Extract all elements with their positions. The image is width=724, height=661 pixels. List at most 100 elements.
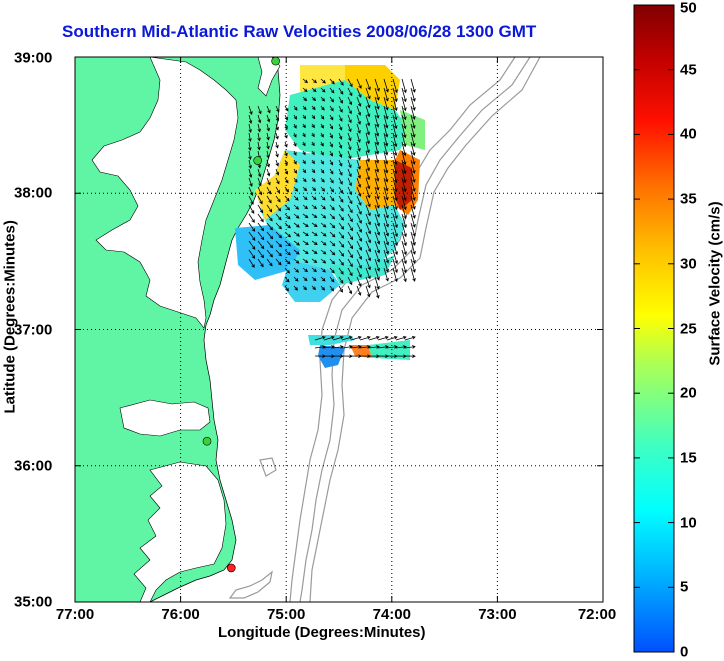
velocity-arrow <box>338 132 343 140</box>
albemarle-sound <box>119 399 211 437</box>
velocity-arrow <box>293 123 297 129</box>
velocity-arrow <box>365 258 371 271</box>
velocity-arrow <box>401 132 407 148</box>
velocity-arrow <box>356 123 361 134</box>
velocity-arrow <box>392 78 398 94</box>
velocity-arrow <box>356 96 362 107</box>
velocity-arrow <box>257 141 261 151</box>
velocity-arrow <box>338 240 345 248</box>
velocity-arrow <box>401 195 407 211</box>
velocity-arrow <box>347 105 352 115</box>
velocity-arrow <box>401 168 407 184</box>
velocity-arrow <box>401 258 407 274</box>
x-tick-label: 73:00 <box>478 606 517 623</box>
velocity-arrow <box>302 150 306 156</box>
velocity-arrow <box>356 249 362 260</box>
velocity-arrow <box>284 213 291 220</box>
velocity-arrow <box>374 105 380 119</box>
velocity-arrow <box>302 231 309 237</box>
velocity-arrow <box>266 132 270 141</box>
velocity-arrow <box>356 177 362 188</box>
velocity-arrow <box>293 276 299 282</box>
velocity-arrow <box>365 285 371 298</box>
velocity-arrow <box>410 132 416 147</box>
velocity-arrow <box>311 204 318 210</box>
velocity-arrow <box>347 177 352 187</box>
velocity-arrow <box>410 204 416 219</box>
velocity-arrow <box>374 267 380 281</box>
velocity-arrow <box>377 335 389 341</box>
velocity-arrow <box>401 177 407 193</box>
velocity-arrow <box>410 159 416 174</box>
velocity-arrow <box>329 249 336 256</box>
radar-station-marker <box>226 563 236 573</box>
velocity-arrow <box>338 78 344 86</box>
velocity-arrow <box>329 132 333 139</box>
velocity-arrow <box>410 168 416 183</box>
velocity-arrow <box>347 159 352 169</box>
velocity-arrow <box>347 141 352 151</box>
velocity-arrow <box>338 249 345 257</box>
velocity-arrow <box>257 222 265 232</box>
velocity-arrow <box>257 177 262 187</box>
velocity-arrow <box>329 141 333 148</box>
velocity-arrow <box>275 240 283 248</box>
velocity-arrow <box>257 213 264 223</box>
velocity-arrow <box>359 335 371 341</box>
velocity-arrow <box>401 213 407 229</box>
velocity-arrow <box>365 168 371 181</box>
velocity-arrow <box>347 231 354 241</box>
velocity-arrow <box>266 168 271 177</box>
velocity-arrow <box>275 141 279 149</box>
x-axis-label: Longitude (Degrees:Minutes) <box>218 624 426 641</box>
velocity-arrow <box>365 195 371 208</box>
velocity-arrow <box>275 222 282 230</box>
velocity-arrow <box>302 285 308 291</box>
velocity-arrow <box>383 123 389 138</box>
velocity-arrow <box>392 168 398 184</box>
velocity-arrow <box>320 222 327 228</box>
velocity-arrow <box>374 132 380 146</box>
velocity-arrow <box>374 195 380 209</box>
velocity-arrow <box>365 249 372 262</box>
velocity-arrow <box>311 195 317 201</box>
velocity-arrow <box>275 123 279 131</box>
colorbar-ticks <box>634 4 674 653</box>
y-tick-label: 38:00 <box>14 184 53 202</box>
velocity-arrow <box>248 159 252 170</box>
velocity-arrow <box>410 267 416 282</box>
velocity-arrow <box>311 159 315 165</box>
velocity-arrow <box>404 335 416 341</box>
velocity-arrow <box>320 276 326 282</box>
velocity-arrow <box>248 231 256 241</box>
velocity-arrow <box>350 335 362 341</box>
velocity-arrow <box>329 168 334 175</box>
velocity-arrow <box>365 150 370 163</box>
velocity-arrow <box>410 258 416 273</box>
velocity-arrow <box>329 276 335 283</box>
velocity-arrow <box>248 186 254 196</box>
velocity-arrow <box>311 249 318 255</box>
velocity-arrow <box>365 123 371 136</box>
velocity-arrow <box>356 141 361 152</box>
velocity-arrow <box>410 123 416 138</box>
velocity-arrow <box>347 195 353 205</box>
colorbar-tick-label: 35 <box>680 190 697 208</box>
velocity-arrow <box>383 267 389 282</box>
velocity-arrow <box>338 276 344 284</box>
velocity-arrow <box>347 87 353 97</box>
velocity-arrow <box>293 267 300 273</box>
velocity-arrow <box>311 150 315 156</box>
velocity-arrow <box>323 345 335 349</box>
velocity-arrow <box>356 114 361 125</box>
velocity-arrow <box>410 114 416 129</box>
velocity-arrow <box>410 186 416 201</box>
velocity-arrow <box>266 177 271 186</box>
velocity-arrow <box>311 276 317 282</box>
velocity-arrow <box>383 141 389 156</box>
velocity-arrow <box>302 132 306 138</box>
velocity-arrow <box>302 114 307 120</box>
velocity-arrow <box>410 78 416 93</box>
velocity-arrow <box>368 335 380 341</box>
velocity-arrow <box>329 285 334 292</box>
